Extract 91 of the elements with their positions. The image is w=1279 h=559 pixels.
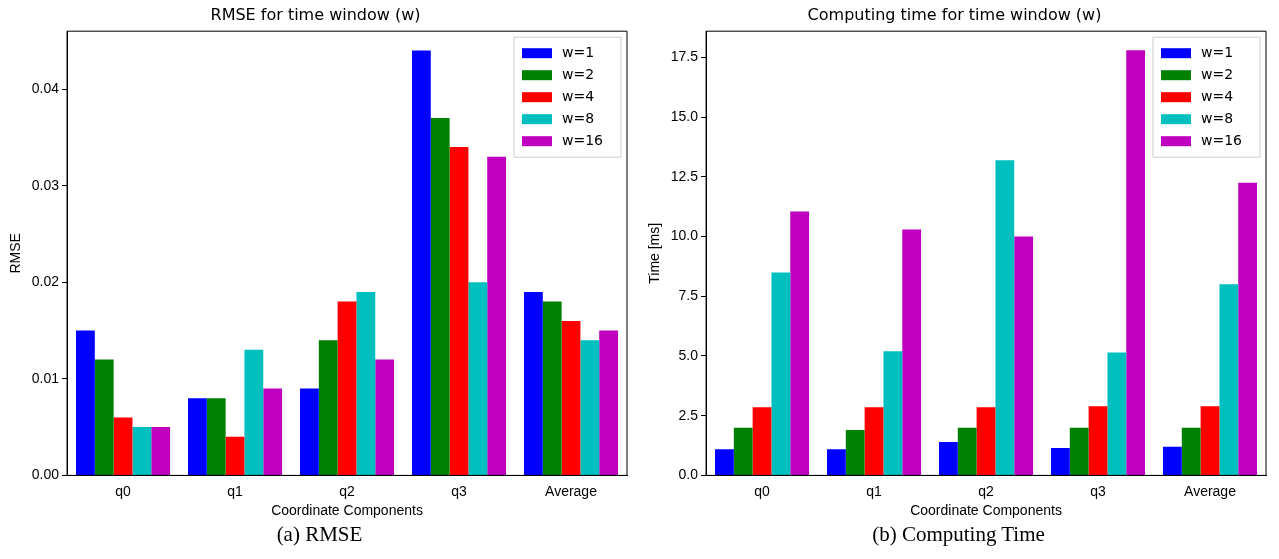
legend-label: w=1 xyxy=(562,43,595,60)
bar xyxy=(244,349,264,475)
y-tick-label: 7.5 xyxy=(678,287,699,304)
bar xyxy=(430,118,450,475)
legend-label: w=4 xyxy=(562,87,595,104)
y-tick-label: 0.0 xyxy=(678,466,699,483)
x-axis-title: Coordinate Components xyxy=(910,502,1062,519)
y-tick-label: 0.04 xyxy=(31,80,60,96)
y-tick-label: 0.03 xyxy=(31,176,60,193)
legend-label: w=16 xyxy=(562,131,604,148)
bar xyxy=(411,50,431,475)
bar xyxy=(318,340,338,475)
y-tick-label: 15.0 xyxy=(670,108,699,125)
bar xyxy=(599,330,619,475)
bar xyxy=(790,211,810,475)
bar xyxy=(1162,446,1182,475)
bar xyxy=(206,398,226,475)
bar xyxy=(356,291,376,475)
y-tick-label: 0.00 xyxy=(31,466,60,483)
chart-title: Computing time for time window (w) xyxy=(807,4,1102,24)
legend-label: w=1 xyxy=(1201,43,1234,60)
legend-label: w=16 xyxy=(1201,131,1243,148)
legend-label: w=8 xyxy=(562,109,595,126)
y-tick-label: 0.02 xyxy=(31,273,60,290)
bar xyxy=(263,388,283,475)
bar xyxy=(733,427,753,475)
x-axis-title: Coordinate Components xyxy=(271,502,423,519)
legend-label: w=2 xyxy=(1201,65,1234,82)
bar xyxy=(561,320,581,475)
bar xyxy=(845,430,865,475)
bar xyxy=(580,340,600,475)
bar xyxy=(1014,236,1034,475)
bar xyxy=(337,301,357,475)
bar xyxy=(902,229,922,475)
x-tick-label: Average xyxy=(545,482,598,499)
bar xyxy=(938,441,958,475)
bar xyxy=(94,359,114,475)
bar xyxy=(752,407,772,475)
bar xyxy=(225,436,245,475)
bar xyxy=(1088,406,1108,475)
bar xyxy=(113,417,133,475)
bar xyxy=(995,160,1015,475)
x-tick-label: q3 xyxy=(1090,482,1107,499)
bar xyxy=(1126,50,1146,475)
bar xyxy=(188,398,207,475)
bar xyxy=(76,330,95,475)
y-tick-label: 5.0 xyxy=(678,346,699,363)
bar xyxy=(976,407,996,475)
bar xyxy=(523,291,543,475)
x-tick-label: Average xyxy=(1184,482,1237,499)
x-tick-label: q3 xyxy=(451,482,468,499)
y-axis-title: RMSE xyxy=(7,233,24,274)
bar xyxy=(132,427,152,475)
y-axis-title: Time [ms] xyxy=(646,222,663,284)
bar xyxy=(1200,406,1220,475)
bar xyxy=(715,449,734,475)
bar xyxy=(771,272,791,475)
bar xyxy=(1107,352,1127,475)
y-tick-label: 2.5 xyxy=(678,406,699,423)
bar xyxy=(487,156,507,475)
bar xyxy=(1181,427,1201,475)
chart-title: RMSE for time window (w) xyxy=(210,4,421,24)
bar xyxy=(883,351,903,475)
bar xyxy=(1238,182,1258,475)
y-tick-label: 17.5 xyxy=(670,48,699,65)
text: (b) Computing Time xyxy=(871,522,1046,547)
y-tick-label: 12.5 xyxy=(670,167,699,184)
bar xyxy=(468,282,488,475)
text: (a) RMSE xyxy=(275,522,364,547)
bar xyxy=(1069,427,1089,475)
bar xyxy=(1050,447,1070,475)
x-tick-label: q0 xyxy=(115,482,132,499)
y-tick-label: 0.01 xyxy=(31,369,60,386)
x-tick-label: q2 xyxy=(339,482,356,499)
bar xyxy=(827,449,846,475)
bar xyxy=(375,359,395,475)
legend-label: w=2 xyxy=(562,65,595,82)
y-tick-label: 10.0 xyxy=(670,227,699,244)
bar xyxy=(449,147,469,475)
bar xyxy=(957,427,977,475)
legend-label: w=4 xyxy=(1201,87,1234,104)
x-tick-label: q0 xyxy=(754,482,771,499)
bar xyxy=(151,427,171,475)
x-tick-label: q1 xyxy=(866,482,883,499)
bar xyxy=(1219,284,1239,475)
x-tick-label: q1 xyxy=(227,482,244,499)
bar xyxy=(299,388,319,475)
x-tick-label: q2 xyxy=(978,482,995,499)
bar xyxy=(542,301,562,475)
legend-label: w=8 xyxy=(1201,109,1234,126)
bar xyxy=(864,407,884,475)
